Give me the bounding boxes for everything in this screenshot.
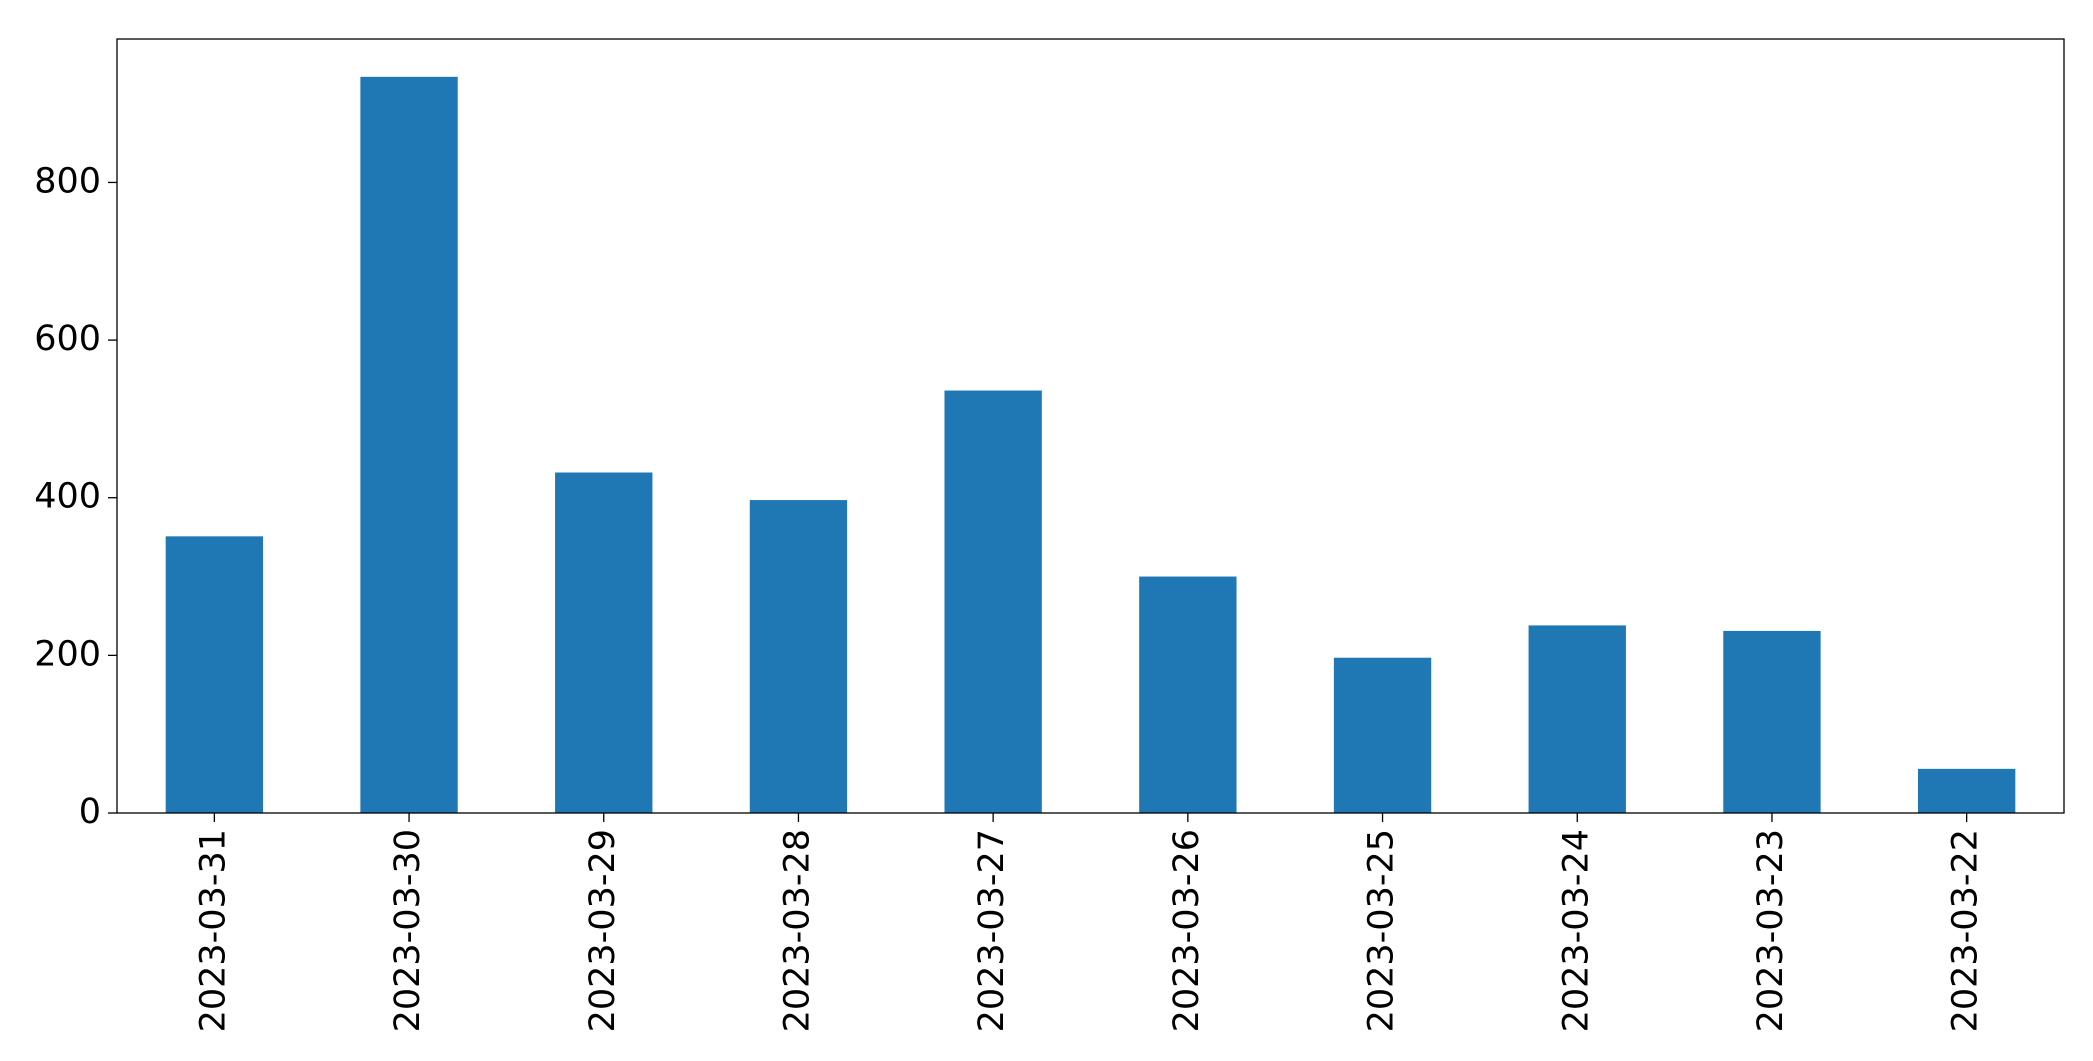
- x-tick-label: 2023-03-29: [583, 829, 623, 1032]
- x-tick-label: 2023-03-22: [1946, 829, 1986, 1032]
- y-tick-label: 600: [34, 319, 101, 359]
- bar: [944, 390, 1042, 813]
- bar: [749, 500, 848, 813]
- x-tick-label: 2023-03-26: [1167, 829, 1207, 1032]
- x-tick-label: 2023-03-25: [1362, 829, 1402, 1032]
- x-tick-label: 2023-03-31: [193, 829, 233, 1032]
- bar: [165, 536, 264, 813]
- bar: [1917, 768, 2016, 813]
- y-tick-label: 800: [34, 161, 101, 201]
- x-tick-label: 2023-03-28: [777, 829, 817, 1032]
- y-tick-label: 400: [34, 477, 101, 517]
- bar: [1139, 576, 1237, 813]
- bar: [1333, 657, 1432, 813]
- x-tick-label: 2023-03-23: [1751, 829, 1791, 1032]
- bar: [1528, 625, 1626, 813]
- bar: [1723, 630, 1821, 813]
- y-tick-label: 0: [79, 792, 101, 832]
- x-tick-label: 2023-03-24: [1556, 829, 1596, 1032]
- y-tick-label: 200: [34, 634, 101, 674]
- x-tick-label: 2023-03-30: [388, 829, 428, 1032]
- x-tick-label: 2023-03-27: [972, 829, 1012, 1032]
- bar: [555, 472, 653, 813]
- bar: [360, 76, 458, 813]
- plot-frame: [116, 38, 2065, 814]
